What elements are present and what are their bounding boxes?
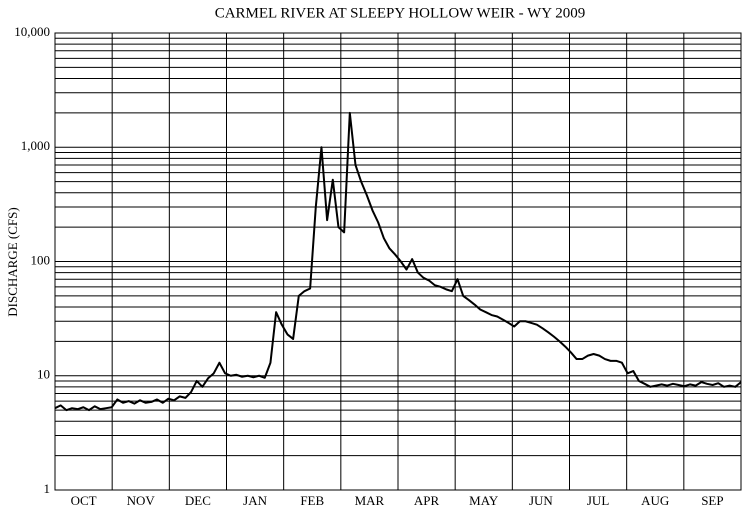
x-tick-label: AUG bbox=[641, 493, 669, 508]
x-tick-label: MAY bbox=[469, 493, 499, 508]
x-tick-label: DEC bbox=[185, 493, 211, 508]
x-tick-label: MAR bbox=[355, 493, 385, 508]
x-tick-label: FEB bbox=[300, 493, 324, 508]
chart-title: CARMEL RIVER AT SLEEPY HOLLOW WEIR - WY … bbox=[215, 5, 586, 21]
discharge-line bbox=[54, 111, 742, 412]
y-tick-label: 100 bbox=[31, 252, 51, 267]
x-tick-label: NOV bbox=[127, 493, 156, 508]
x-tick-label: JUL bbox=[587, 493, 609, 508]
y-tick-label: 1 bbox=[44, 481, 51, 496]
y-axis-label: DISCHARGE (CFS) bbox=[5, 207, 20, 316]
x-tick-label: OCT bbox=[71, 493, 97, 508]
x-tick-label: SEP bbox=[701, 493, 723, 508]
x-tick-label: JUN bbox=[529, 493, 553, 508]
x-tick-label: JAN bbox=[243, 493, 267, 508]
y-tick-label: 1,000 bbox=[21, 138, 50, 153]
x-tick-label: APR bbox=[414, 493, 440, 508]
y-tick-label: 10,000 bbox=[14, 24, 50, 39]
y-tick-label: 10 bbox=[37, 367, 50, 382]
